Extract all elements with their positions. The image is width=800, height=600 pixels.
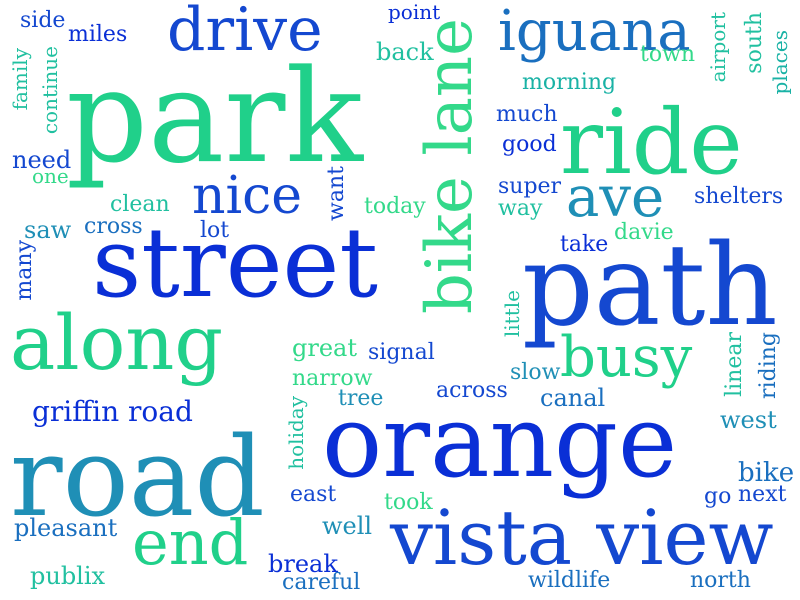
word-bike: bike	[738, 458, 795, 488]
word-side: side	[20, 8, 66, 33]
word-shelters: shelters	[694, 184, 784, 209]
word-want: want	[324, 166, 349, 221]
word-canal: canal	[540, 384, 606, 412]
word-path: path	[522, 221, 778, 351]
word-ride: ride	[560, 90, 743, 195]
word-family: family	[8, 48, 32, 111]
word-took: took	[384, 490, 433, 515]
word-next: next	[738, 482, 787, 507]
word-continue: continue	[38, 46, 62, 135]
word-publix: publix	[30, 562, 106, 590]
word-tree: tree	[338, 386, 384, 411]
word-lot: lot	[200, 218, 230, 243]
word-along: along	[10, 298, 223, 387]
word-go: go	[704, 484, 732, 509]
word-point: point	[388, 0, 441, 24]
word-little: little	[500, 290, 524, 338]
word-saw: saw	[24, 216, 72, 244]
word-miles: miles	[68, 22, 128, 47]
word-town: town	[640, 42, 696, 67]
word-iguana: iguana	[498, 0, 691, 64]
word-street: street	[92, 207, 378, 319]
word-pleasant: pleasant	[14, 514, 118, 542]
word-break: break	[268, 550, 338, 578]
word-airport: airport	[706, 12, 730, 83]
word-today: today	[364, 194, 426, 219]
word-riding: riding	[756, 332, 781, 399]
word-linear: linear	[722, 332, 747, 397]
word-vista-view: vista view	[390, 493, 774, 582]
word-narrow: narrow	[292, 366, 373, 391]
word-good: good	[502, 132, 557, 157]
word-super: super	[498, 174, 562, 199]
word-take: take	[560, 232, 609, 257]
word-holiday: holiday	[284, 396, 308, 470]
word-east: east	[290, 482, 337, 507]
word-many: many	[12, 240, 37, 301]
word-cross: cross	[84, 214, 143, 239]
word-much: much	[496, 102, 558, 127]
word-park: park	[66, 43, 363, 192]
word-well: well	[322, 512, 373, 540]
word-busy: busy	[560, 325, 693, 390]
word-back: back	[376, 38, 434, 66]
word-way: way	[498, 196, 543, 221]
word-west: west	[720, 406, 777, 434]
word-drive: drive	[167, 0, 323, 65]
word-davie: davie	[614, 220, 674, 245]
word-road: road	[10, 413, 265, 541]
word-ave: ave	[566, 165, 665, 230]
word-end: end	[132, 506, 249, 579]
word-signal: signal	[368, 340, 435, 365]
word-slow: slow	[510, 360, 561, 385]
word-nice: nice	[192, 166, 303, 226]
word-one: one	[32, 164, 69, 188]
word-need: need	[12, 146, 72, 174]
word-south: south	[742, 12, 767, 74]
word-north: north	[690, 568, 751, 593]
word-morning: morning	[522, 70, 617, 95]
word-careful: careful	[282, 570, 361, 595]
word-griffin-road: griffin road	[32, 395, 193, 428]
word-places: places	[768, 30, 792, 95]
word-great: great	[292, 334, 357, 362]
word-clean: clean	[110, 192, 170, 217]
word-orange: orange	[322, 383, 678, 500]
word-across: across	[436, 378, 508, 403]
word-wildlife: wildlife	[528, 568, 611, 593]
